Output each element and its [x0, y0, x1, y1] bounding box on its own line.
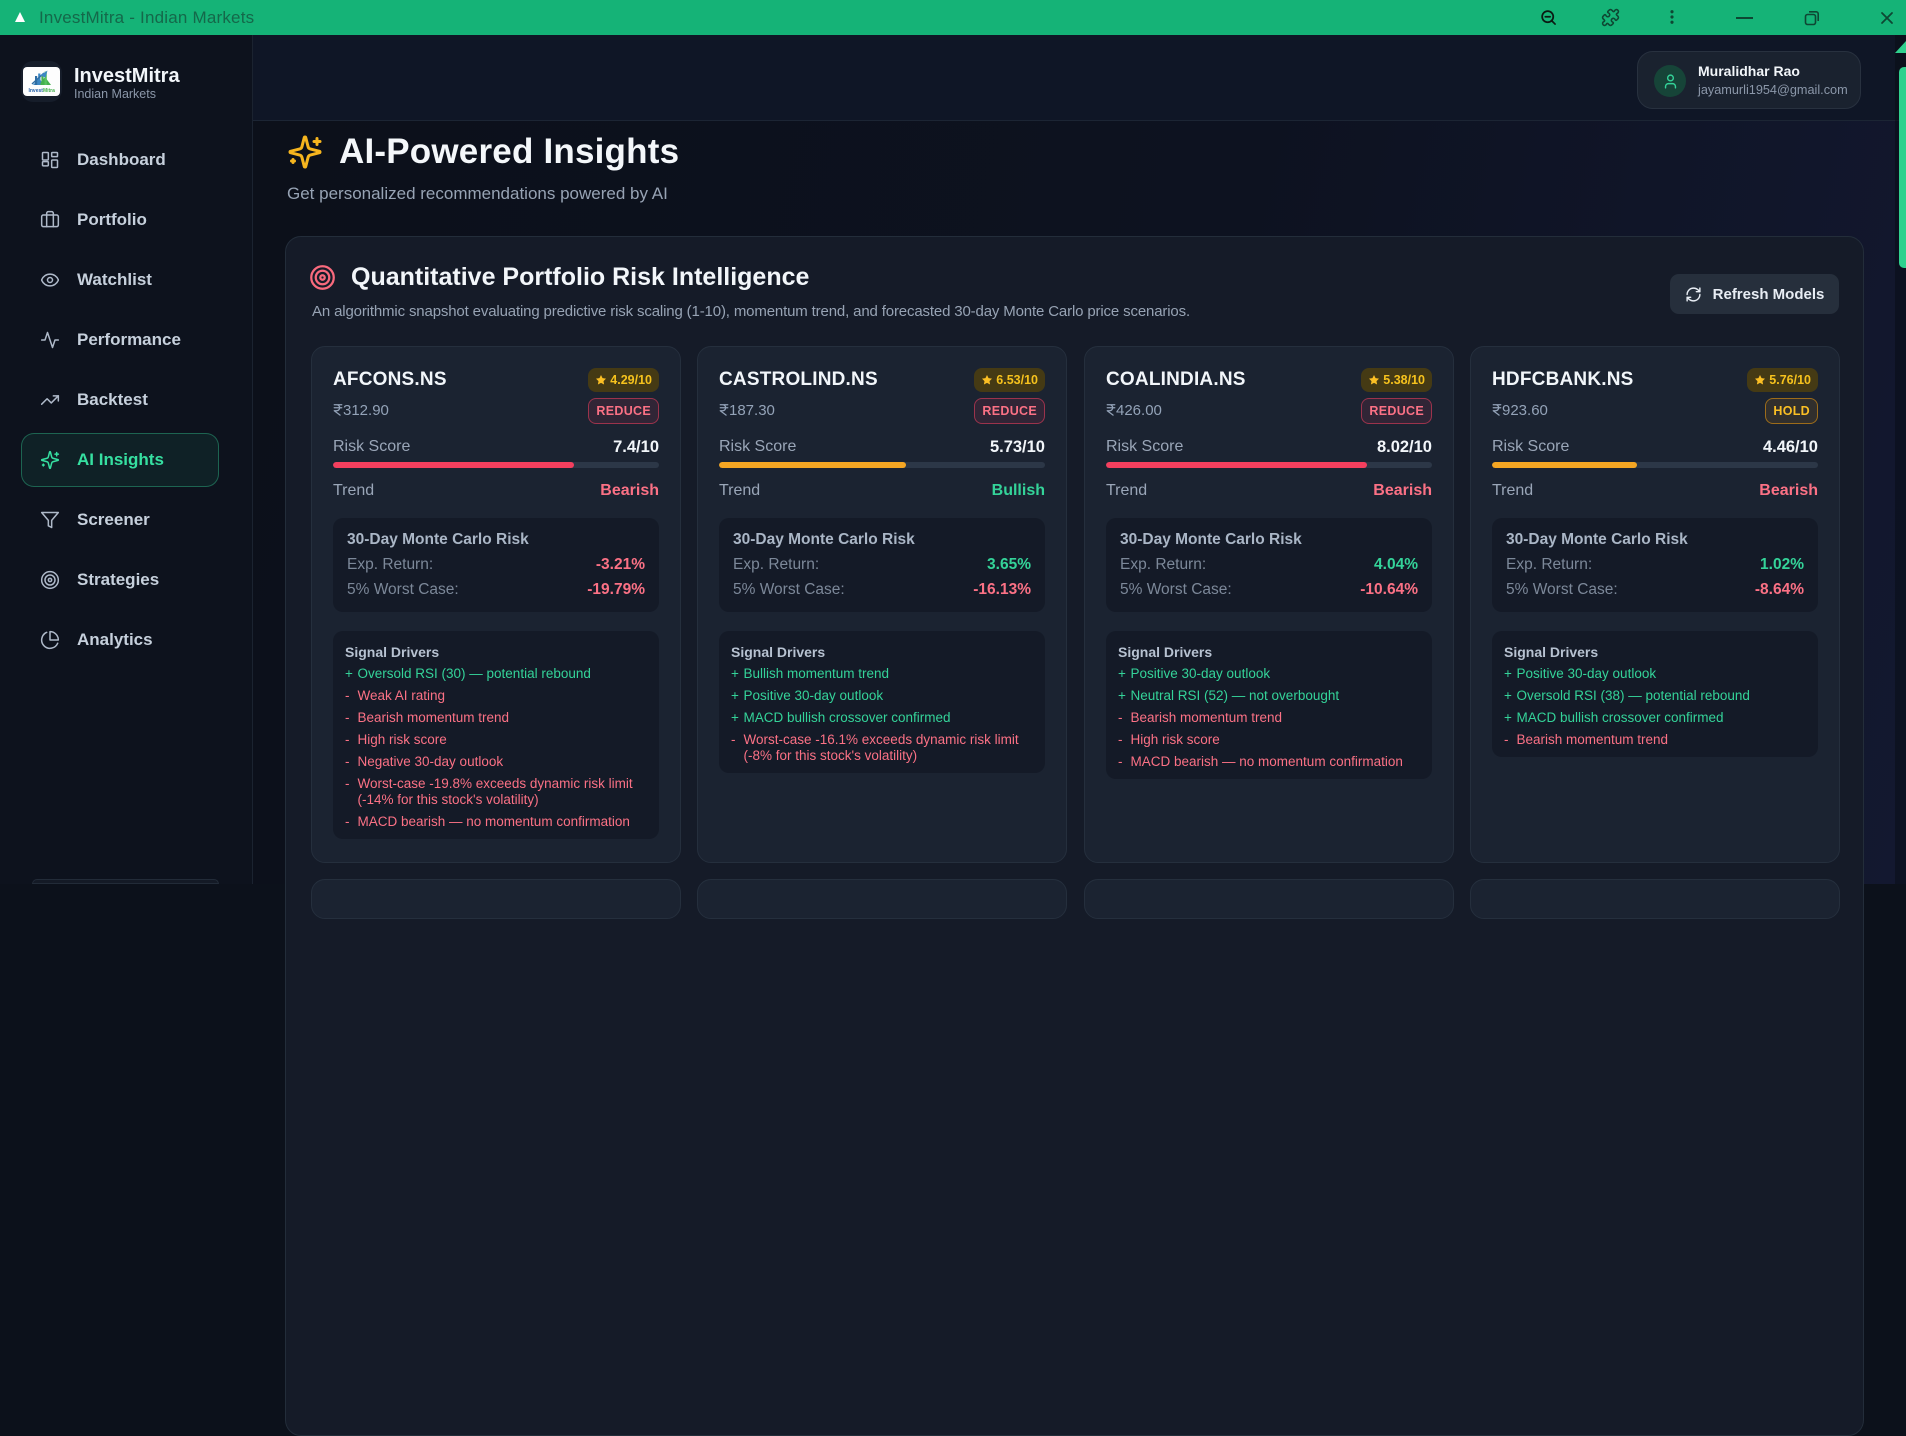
svg-text:InvestMitra: InvestMitra: [28, 88, 55, 94]
